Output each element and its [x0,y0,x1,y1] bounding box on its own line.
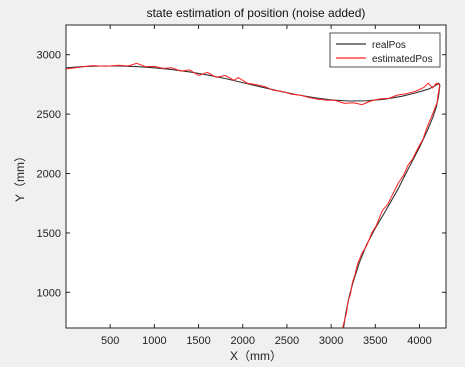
plot-area [65,24,447,329]
x-tick-label: 1500 [186,335,210,347]
x-tick-label: 3000 [319,335,343,347]
series-layer [66,62,441,328]
x-axis-label: X（mm） [230,349,282,363]
y-tick-label: 1500 [37,228,61,240]
legend: realPos estimatedPos [329,32,441,68]
y-tick-label: 2500 [37,109,61,121]
x-tick-label: 3500 [363,335,387,347]
x-tick-label: 500 [101,335,119,347]
y-tick-label: 2000 [37,169,61,181]
y-tick-label: 1000 [37,287,61,299]
y-tick-label: 3000 [37,50,61,62]
legend-label-estimatedPos: estimatedPos [372,54,433,65]
y-axis-label: Y（mm） [13,150,27,202]
x-tick-label: 4000 [407,335,431,347]
legend-box [329,32,441,68]
x-tick-label: 2500 [275,335,299,347]
x-tick-label: 1000 [142,335,166,347]
x-tick-label: 2000 [231,335,255,347]
chart-title: state estimation of position (noise adde… [147,6,366,20]
axis-ticks: 500 1000 1500 2000 2500 3000 3500 4000 1000 1500 2… [37,25,446,347]
legend-label-realPos: realPos [372,40,406,51]
series-line-estimatedPos [66,62,441,328]
